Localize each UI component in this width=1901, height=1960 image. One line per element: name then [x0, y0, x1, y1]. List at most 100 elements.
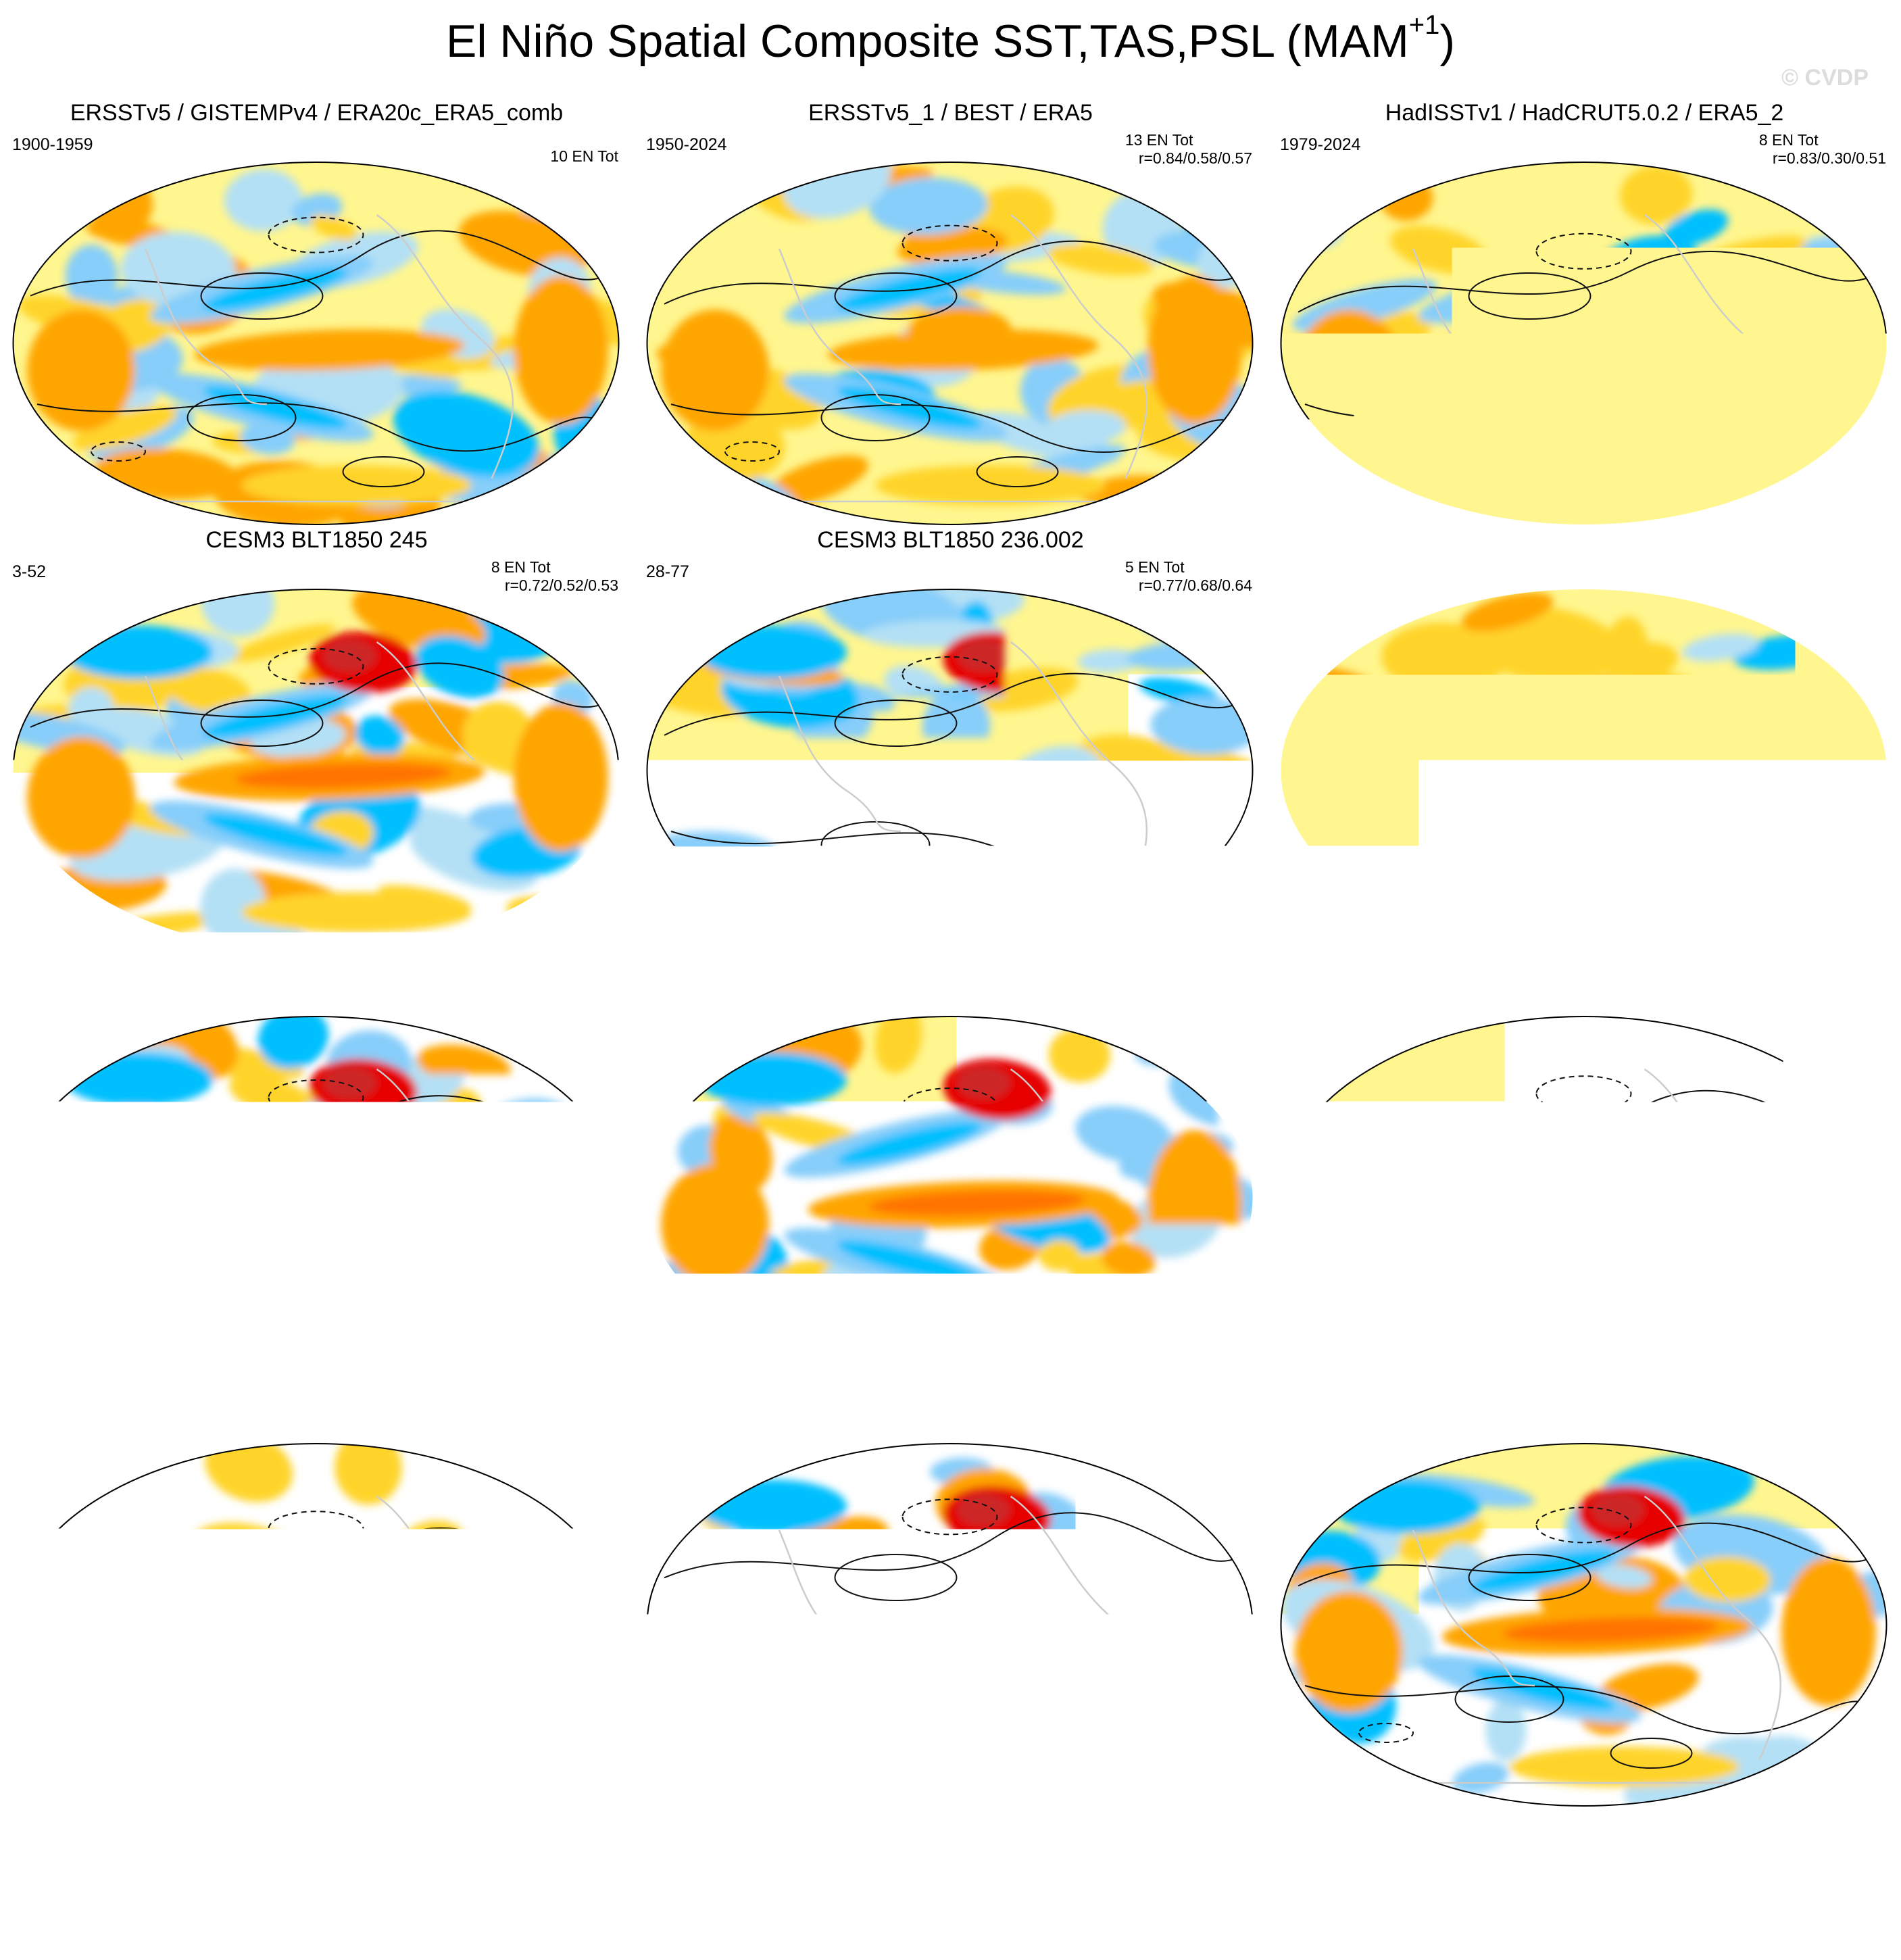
- anomaly-region: [661, 1164, 769, 1285]
- anomaly-region: [514, 276, 608, 424]
- colorbar-swatch: [1522, 1835, 1604, 1867]
- anomaly-region: [1295, 737, 1403, 858]
- map-panel: ERSSTv5 / GISTEMPv4 / ERA20c_ERA5_comb 19…: [0, 100, 633, 526]
- map-panel: ERSSTv5_1 / BEST / ERA5 1950-2024 13 EN To…: [634, 100, 1267, 526]
- anomaly-map: [10, 161, 622, 526]
- panel-event-count: 7 EN Tot: [1125, 1413, 1252, 1431]
- colorbar-swatch: [460, 1835, 542, 1867]
- anomaly-region: [1510, 1746, 1739, 1787]
- panel-title: CESM2 piControl E: [634, 1381, 1267, 1408]
- panel-event-count: 8 EN Tot: [491, 985, 618, 1004]
- anomaly-map: [10, 1442, 622, 1807]
- map-panel: CESM2 piControl F 1201-1250 7 EN Tot r=0.75…: [1268, 1381, 1901, 1807]
- panel-years: 1201-1250: [1280, 1417, 1361, 1436]
- panel-title: ERSSTv5 / GISTEMPv4 / ERA20c_ERA5_comb: [0, 100, 633, 126]
- anomaly-region: [876, 465, 1106, 506]
- anomaly-region: [876, 892, 1106, 933]
- anomaly-map: [644, 588, 1256, 953]
- figure-title-superscript: +1: [1409, 10, 1440, 40]
- anomaly-region: [657, 467, 721, 524]
- panel-years: 1900-1959: [12, 135, 93, 155]
- panel-event-count: 13 EN Tot: [1125, 131, 1252, 149]
- anomaly-region: [1781, 276, 1876, 424]
- anomaly-map-svg: [10, 1015, 622, 1380]
- anomaly-region: [47, 609, 111, 646]
- colorbar-tick-label: 0: [942, 1873, 958, 1907]
- colorbar-tick-label: -.25: [843, 1873, 894, 1907]
- map-panel: CESM3 BLT1850 236.002 28-77 5 EN Tot r=0.77…: [634, 527, 1267, 953]
- anomaly-map: [644, 1442, 1256, 1807]
- anomaly-region: [323, 1066, 377, 1100]
- anomaly-map: [644, 161, 1256, 526]
- panel-years: 1701-1750: [12, 989, 93, 1009]
- anomaly-region: [1782, 1763, 1827, 1807]
- anomaly-map-svg: [1278, 588, 1890, 953]
- map-panel: CESM2 piControl C 1501-1550 8 EN Tot r=0.69…: [1268, 954, 1901, 1380]
- panel-years: 1501-1550: [1280, 989, 1361, 1009]
- colorbar-swatch: [1032, 1835, 1114, 1867]
- anomaly-map-svg: [644, 588, 1256, 953]
- anomaly-region: [43, 172, 94, 220]
- colorbar-swatch: [1277, 1835, 1359, 1867]
- anomaly-region: [1278, 1736, 1339, 1807]
- map-panel: CESM2 piControl D 1401-1450 8 EN Tot r=0.72…: [0, 1381, 633, 1807]
- anomaly-map-svg: [1278, 1015, 1890, 1380]
- map-panel: CESM3 BLT1850 245 3-52 8 EN Tot r=0.72/0.52…: [0, 527, 633, 953]
- colorbar-tick-label: -4: [364, 1873, 391, 1907]
- anomaly-map: [1278, 588, 1890, 953]
- panel-event-count: 8 EN Tot: [1759, 558, 1886, 577]
- anomaly-map-svg: [10, 1442, 622, 1807]
- colorbar-tick-labels: -4 -3 -2 -1.5 -1 -.5 -.25 0.25.5 1 1.5 2 3 4: [296, 1873, 1604, 1914]
- anomaly-region: [242, 892, 472, 933]
- anomaly-region: [483, 478, 583, 506]
- colorbar-swatch: [297, 1835, 378, 1867]
- panel-years: 28-77: [646, 562, 689, 582]
- anomaly-region: [876, 1319, 1106, 1360]
- anomaly-map: [644, 1015, 1256, 1380]
- anomaly-region: [27, 1591, 135, 1713]
- panel-years: 3-52: [12, 562, 46, 582]
- anomaly-map-svg: [10, 161, 622, 526]
- panel-years: 1601-1650: [646, 989, 727, 1009]
- map-panel: CESM2 piControl E 1301-1350 7 EN Tot r=0.76…: [634, 1381, 1267, 1807]
- anomaly-region: [242, 465, 472, 506]
- anomaly-map: [1278, 1442, 1890, 1807]
- colorbar-swatch: [1440, 1835, 1522, 1867]
- anomaly-region: [957, 1493, 1011, 1527]
- anomaly-region: [1278, 1334, 1394, 1377]
- anomaly-map-svg: [1278, 161, 1890, 526]
- colorbar-tick-label: -3: [446, 1873, 472, 1907]
- panel-title: CESM2 piControl D: [0, 1381, 633, 1408]
- colorbar-tick-label: .5: [1102, 1873, 1127, 1907]
- anomaly-region: [1278, 1015, 1357, 1094]
- anomaly-map-svg: [644, 1442, 1256, 1807]
- colorbar-tick-label: 2: [1351, 1873, 1367, 1907]
- anomaly-region: [876, 1746, 1106, 1787]
- anomaly-region: [644, 588, 736, 638]
- colorbar-tick-label: 3: [1433, 1873, 1449, 1907]
- panel-years: 1401-1450: [12, 1417, 93, 1436]
- anomaly-region: [1781, 1557, 1876, 1706]
- panel-title: HadISSTv1 / HadCRUT5.0.2 / ERA5_2: [1268, 100, 1901, 126]
- panel-event-count: 8 EN Tot: [491, 558, 618, 577]
- anomaly-region: [1591, 639, 1645, 672]
- anomaly-region: [1147, 1130, 1242, 1279]
- colorbar-swatch: [1358, 1835, 1440, 1867]
- colorbar-swatch: [1195, 1835, 1277, 1867]
- anomaly-region: [1591, 1066, 1645, 1100]
- anomaly-region: [1781, 1130, 1876, 1279]
- panel-event-count: 8 EN Tot: [1759, 985, 1886, 1004]
- colorbar-tick-label: -.5: [769, 1873, 804, 1907]
- map-panel: CESM2 piControl B 1601-1650 7 EN Tot r=0.77…: [634, 954, 1267, 1380]
- figure-title: El Niño Spatial Composite SST,TAS,PSL (M…: [0, 15, 1901, 68]
- panel-years: 1979-2024: [1280, 135, 1361, 155]
- colorbar-tick-label: -1: [691, 1873, 718, 1907]
- anomaly-region: [689, 1465, 733, 1493]
- panel-event-count: 7 EN Tot: [1125, 985, 1252, 1004]
- anomaly-region: [1510, 892, 1739, 933]
- anomaly-region: [957, 639, 1011, 672]
- colorbar: [296, 1834, 1604, 1868]
- anomaly-map-svg: [644, 1015, 1256, 1380]
- anomaly-region: [1177, 1749, 1256, 1807]
- map-panel: CESM3 BLT1850 234 31-80 8 EN Tot r=0.70/0.2…: [1268, 527, 1901, 953]
